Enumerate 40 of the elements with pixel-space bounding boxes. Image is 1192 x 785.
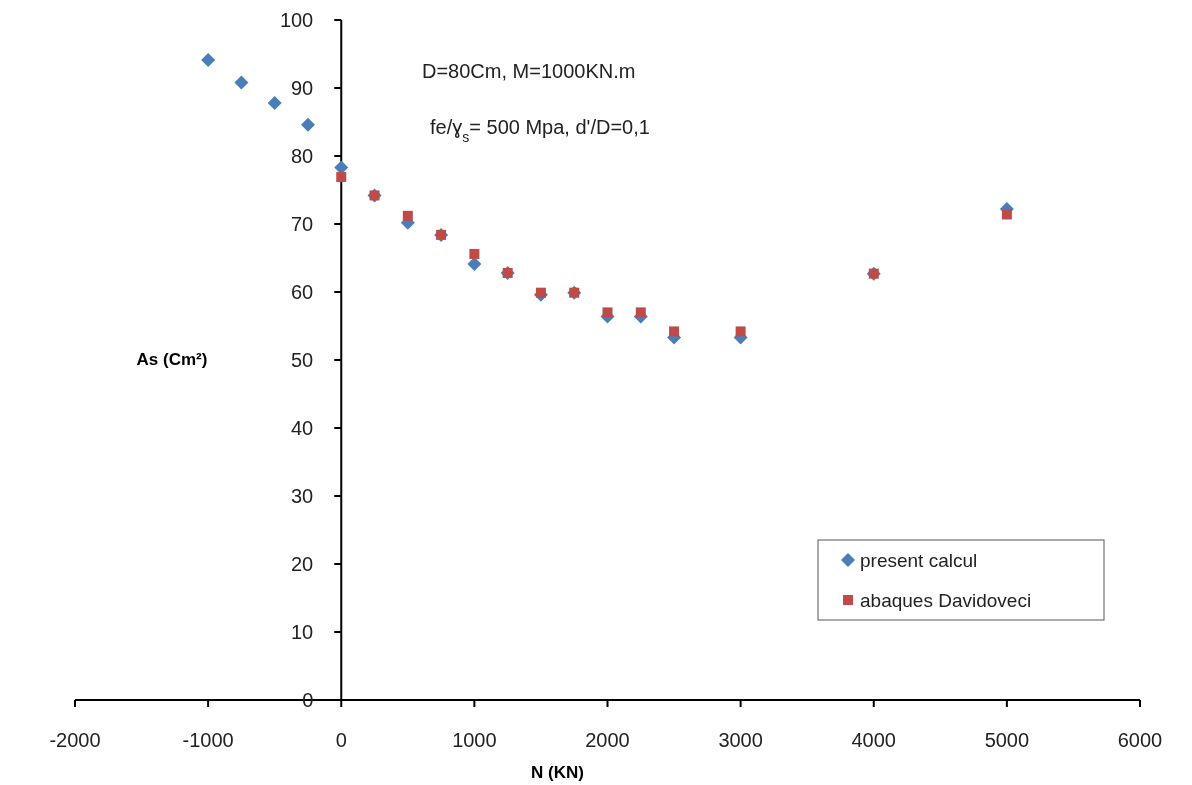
point xyxy=(267,95,282,110)
point xyxy=(669,326,680,337)
y-tick-label: 100 xyxy=(279,9,314,31)
y-tick-label: 30 xyxy=(291,485,314,507)
point xyxy=(467,257,482,272)
point xyxy=(402,210,413,221)
x-tick-label: -2000 xyxy=(49,729,101,751)
y-tick-label: 80 xyxy=(291,145,314,167)
point xyxy=(234,75,249,90)
point xyxy=(469,248,480,259)
legend-label: abaques Davidoveci xyxy=(860,590,1032,611)
y-tick-label: 70 xyxy=(291,213,314,235)
annotation: fe/ɣ$_{s}$= 500 Mpa, d'/D=0,1 xyxy=(430,116,650,145)
y-tick-label: 60 xyxy=(291,281,314,303)
point xyxy=(334,160,349,175)
y-tick-label: 90 xyxy=(291,77,314,99)
y-tick-label: 10 xyxy=(291,621,314,643)
y-axis-title: As (Cm²) xyxy=(136,350,208,369)
x-tick-label: 1000 xyxy=(452,729,497,751)
point xyxy=(635,307,646,318)
point xyxy=(300,117,315,132)
x-tick-label: 2000 xyxy=(585,729,630,751)
x-axis-title: N (KN) xyxy=(531,763,584,782)
point xyxy=(535,287,546,298)
x-tick-label: 5000 xyxy=(984,729,1030,751)
y-tick-label: 50 xyxy=(291,349,314,371)
point xyxy=(735,326,746,337)
x-tick-label: 0 xyxy=(335,729,347,751)
y-tick-label: 40 xyxy=(291,417,314,439)
point xyxy=(336,172,347,183)
x-tick-label: -1000 xyxy=(182,729,234,751)
legend-label: present calcul xyxy=(860,550,978,571)
point xyxy=(1001,209,1012,220)
y-tick-label: 20 xyxy=(291,553,314,575)
annotation: D=80Cm, M=1000KN.m xyxy=(422,60,636,82)
x-tick-label: 6000 xyxy=(1117,729,1163,751)
point xyxy=(201,53,216,68)
point xyxy=(602,307,613,318)
x-tick-label: 4000 xyxy=(851,729,896,751)
x-tick-label: 3000 xyxy=(718,729,763,751)
